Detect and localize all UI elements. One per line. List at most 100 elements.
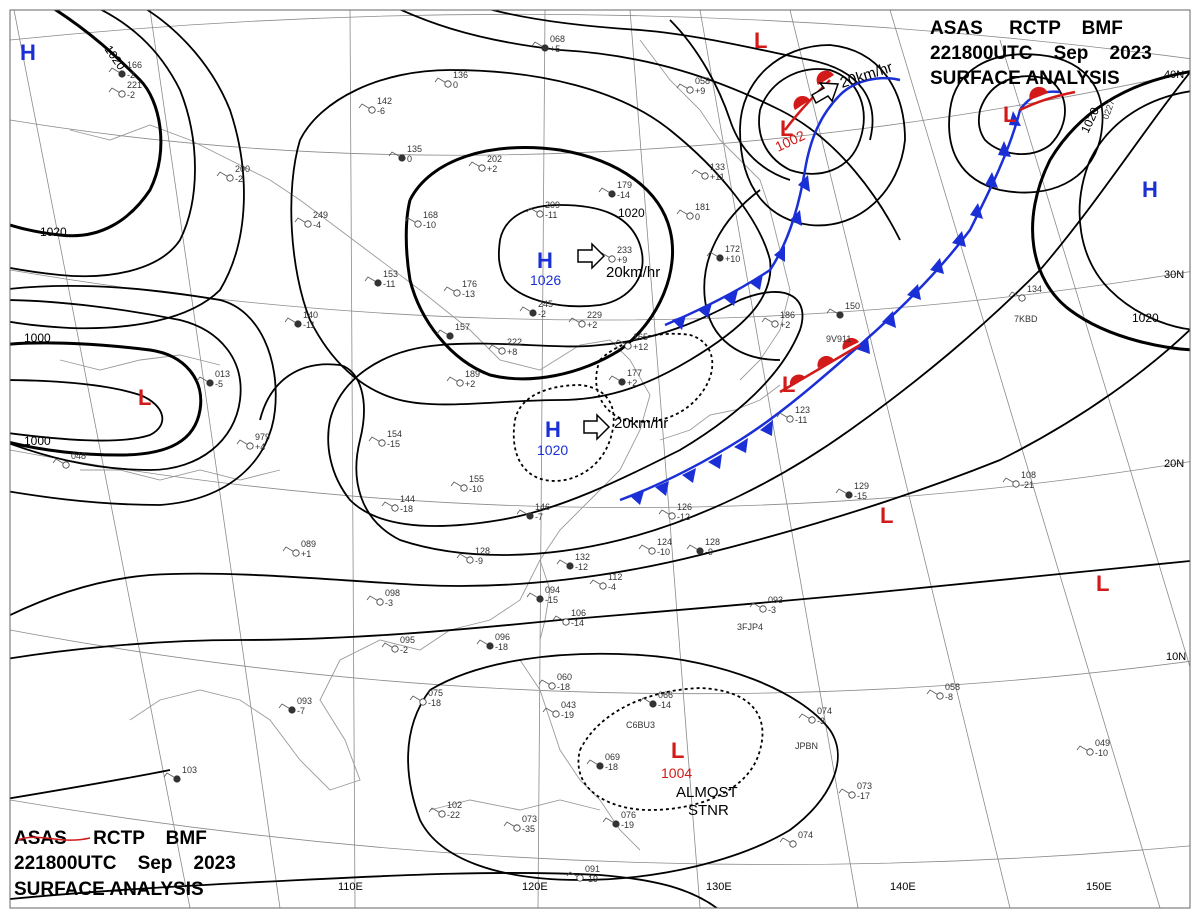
station-plot: 093-7 (278, 696, 312, 716)
high-center: H 1020 (537, 417, 568, 458)
station-circle (536, 210, 544, 218)
station-circle (1012, 480, 1020, 488)
station-pressure: 075 (428, 688, 443, 698)
station-tendency: +2 (587, 320, 597, 330)
station-pressure: 181 (695, 202, 710, 212)
wind-barb (358, 103, 373, 111)
station-tendency: -9 (705, 547, 713, 557)
station-circle (288, 706, 296, 714)
station-circle (608, 255, 616, 263)
high-center: H (1142, 177, 1158, 202)
station-circle (786, 415, 794, 423)
station-tendency: 0 (695, 212, 700, 222)
wind-barb (614, 339, 629, 347)
station-circle (624, 342, 632, 350)
station-circle (438, 810, 446, 818)
station-tendency: -18 (605, 762, 618, 772)
wind-barb (52, 458, 67, 466)
station-circle (118, 70, 126, 78)
station-pressure: 094 (545, 585, 560, 595)
station-plot: 229+2 (568, 310, 602, 330)
station-tendency: -4 (608, 582, 616, 592)
station-circle (453, 289, 461, 297)
longitude-label: 130E (706, 881, 732, 893)
wind-barb (294, 217, 309, 225)
station-pressure: 233 (617, 245, 632, 255)
station-plot: 093-3 (749, 595, 783, 615)
station-pressure: 153 (383, 269, 398, 279)
meridian-lines (13, 10, 1190, 908)
station-circle (612, 820, 620, 828)
station-plot: 249-4 (294, 210, 328, 230)
station-circle (566, 562, 574, 570)
station-circle (789, 840, 797, 848)
station-tendency: -15 (854, 491, 867, 501)
station-tendency: -5 (215, 379, 223, 389)
dotted-contours (512, 332, 764, 811)
station-pressure: 209 (545, 200, 560, 210)
station-circle (668, 512, 676, 520)
station-pressure: 136 (453, 70, 468, 80)
station-tendency: -10 (1095, 748, 1108, 758)
wind-barb (686, 544, 701, 552)
station-plot: 166-2 (108, 60, 142, 80)
wind-barb (516, 509, 531, 517)
station-tendency: -14 (571, 618, 584, 628)
header-time: 221800UTC Sep 2023 (14, 853, 236, 874)
station-pressure: 112 (608, 572, 622, 582)
high-center: H (20, 40, 36, 65)
wind-barb (409, 695, 424, 703)
station-circle (541, 44, 549, 52)
low-center: L (754, 28, 767, 53)
longitude-label: 110E (338, 881, 363, 893)
wind-barb (519, 306, 534, 314)
svg-text:H: H (20, 40, 36, 65)
station-circle (596, 762, 604, 770)
wind-barb (526, 592, 541, 600)
station-tendency: -14 (617, 190, 630, 200)
station-pressure: 076 (621, 810, 636, 820)
station-pressure: 128 (705, 537, 720, 547)
station-plot: 058-8 (926, 682, 960, 702)
isobar-label: 1000 (24, 331, 51, 345)
station-tendency: -8 (945, 692, 953, 702)
isobar-label: 1000 (24, 434, 51, 448)
station-pressure: 202 (487, 154, 502, 164)
station-pressure: 140 (303, 310, 318, 320)
station-tendency: -12 (677, 512, 690, 522)
station-pressure: 108 (1021, 470, 1036, 480)
wind-barb (364, 276, 379, 284)
station-circle (446, 332, 454, 340)
station-plot: 142-6 (358, 96, 392, 116)
station-tendency: -7 (297, 706, 305, 716)
station-tendency: -2 (127, 70, 135, 80)
station-pressure: 066 (658, 690, 673, 700)
wind-barb (404, 217, 419, 225)
station-tendency: -2 (235, 174, 243, 184)
ship-callsign: C6BU3 (626, 720, 655, 730)
station-tendency: +4 (255, 442, 265, 452)
stationary-note: STNR (688, 802, 729, 819)
station-plot: 048 (52, 451, 86, 469)
svg-text:L: L (782, 372, 795, 397)
wind-barb (456, 553, 471, 561)
svg-text:1026: 1026 (530, 272, 561, 288)
station-tendency: +2 (465, 379, 475, 389)
station-circle (759, 605, 767, 613)
wind-barb (468, 161, 483, 169)
wind-barb (108, 67, 123, 75)
wind-barb (706, 251, 721, 259)
motion-arrow: 20km/hr (583, 413, 668, 441)
station-tendency: -18 (557, 682, 570, 692)
station-pressure: 154 (387, 429, 402, 439)
station-circle (845, 491, 853, 499)
station-plot: 128-9 (456, 546, 490, 566)
svg-text:H: H (545, 417, 561, 442)
station-plot: 073-35 (503, 814, 537, 834)
station-plot: 128-9 (686, 537, 720, 557)
station-tendency: +2 (487, 164, 497, 174)
station-circle (936, 692, 944, 700)
station-pressure: 165 (633, 332, 648, 342)
station-circle (848, 791, 856, 799)
